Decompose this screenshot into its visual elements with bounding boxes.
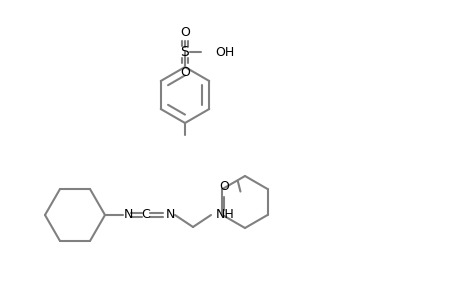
Text: NH: NH — [216, 208, 234, 221]
Text: N: N — [166, 208, 175, 221]
Text: O: O — [179, 65, 190, 79]
Text: O: O — [179, 26, 190, 38]
Text: N: N — [124, 208, 133, 221]
Text: S: S — [180, 45, 189, 59]
Text: O: O — [219, 181, 229, 194]
Text: OH: OH — [214, 46, 234, 59]
Text: C: C — [141, 208, 150, 221]
